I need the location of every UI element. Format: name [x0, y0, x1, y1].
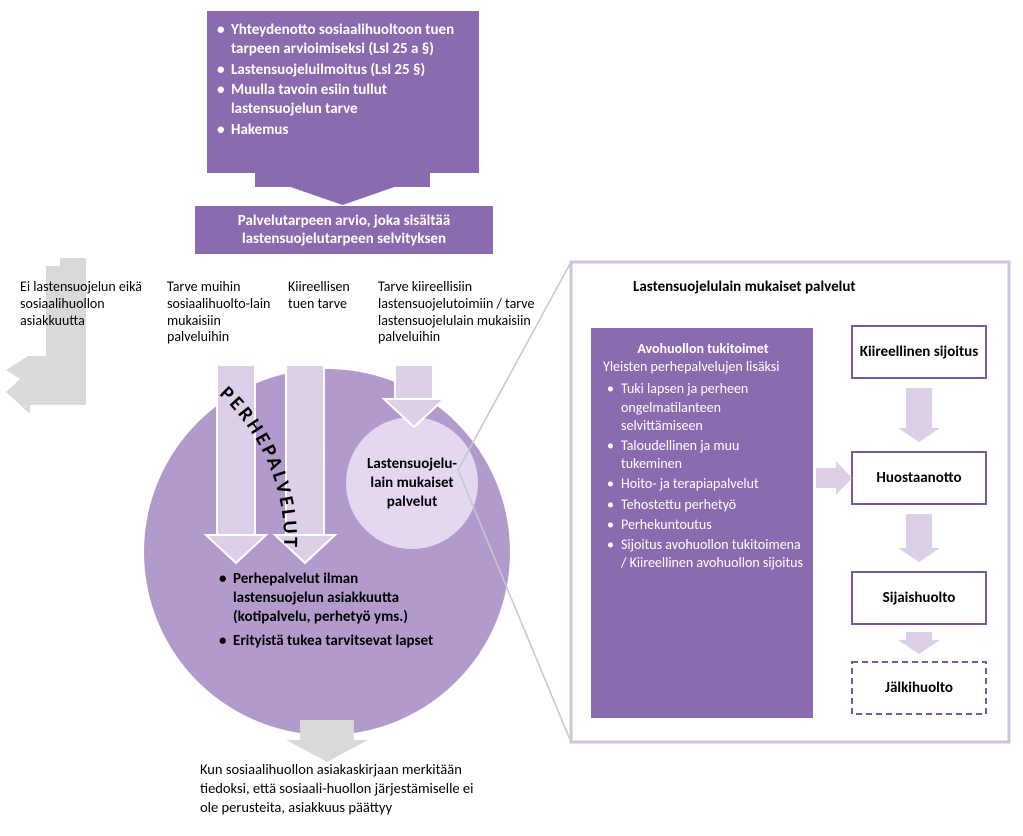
assessment-box: Palvelutarpeen arvio, joka sisältää last… [195, 206, 493, 254]
open-care-item: Tehostettu perhetyö [603, 496, 803, 514]
open-care-item: Perhekuntoutus [603, 516, 803, 534]
branch-no-client: Ei lastensuojelun eikä sosiaalihuollon a… [20, 279, 160, 329]
open-care-item: Sijoitus avohuollon tukitoimena / Kiiree… [603, 536, 803, 572]
open-care-subtitle: Yleisten perhepalvelujen lisäksi [603, 358, 803, 376]
assessment-line1: Palvelutarpeen arvio, joka sisältää [195, 212, 493, 230]
circle-list-item: Perhepalvelut ilman lastensuojelun asiak… [215, 570, 445, 626]
stage-box: Kiireellinen sijoitus [852, 326, 986, 378]
entry-box: Yhteydenotto sosiaalihuoltoon tuen tarpe… [207, 11, 479, 173]
open-care-item: Hoito- ja terapiapalvelut [603, 475, 803, 493]
open-care-title: Avohuollon tukitoimet [603, 340, 803, 358]
open-care-item: Taloudellinen ja muu tukeminen [603, 437, 803, 473]
stage-box: Sijaishuolto [852, 572, 986, 624]
branch-urgent: Kiireellisen tuen tarve [288, 279, 368, 313]
branch-urgent-cw: Tarve kiireellisiin lastensuojelutoimiin… [378, 279, 548, 346]
open-care-item: Tuki lapsen ja perheen ongelmatilanteen … [603, 380, 803, 435]
bottom-text: Kun sosiaalihuollon asiakaskirjaan merki… [200, 760, 480, 817]
right-panel-title: Lastensuojelulain mukaiset palvelut [633, 278, 856, 296]
branch-other-services: Tarve muihin sosiaalihuolto-lain mukaisi… [167, 279, 283, 346]
open-care-box: Avohuollon tukitoimet Yleisten perhepalv… [591, 328, 813, 718]
entry-item: Hakemus [213, 121, 469, 140]
inner-circle-label: Lastensuojelu- lain mukaiset palvelut [344, 455, 480, 511]
stage-box: Jälkihuolto [852, 662, 986, 714]
circle-list: Perhepalvelut ilman lastensuojelun asiak… [215, 570, 445, 657]
stage-box: Huostaanotto [852, 452, 986, 504]
entry-item: Yhteydenotto sosiaalihuoltoon tuen tarpe… [213, 21, 469, 59]
entry-item: Muulla tavoin esiin tullut lastensuojelu… [213, 81, 469, 119]
assessment-line2: lastensuojelutarpeen selvityksen [195, 230, 493, 248]
circle-list-item: Erityistä tukea tarvitsevat lapset [215, 632, 445, 651]
entry-item: Lastensuojeluilmoitus (Lsl 25 §) [213, 61, 469, 80]
